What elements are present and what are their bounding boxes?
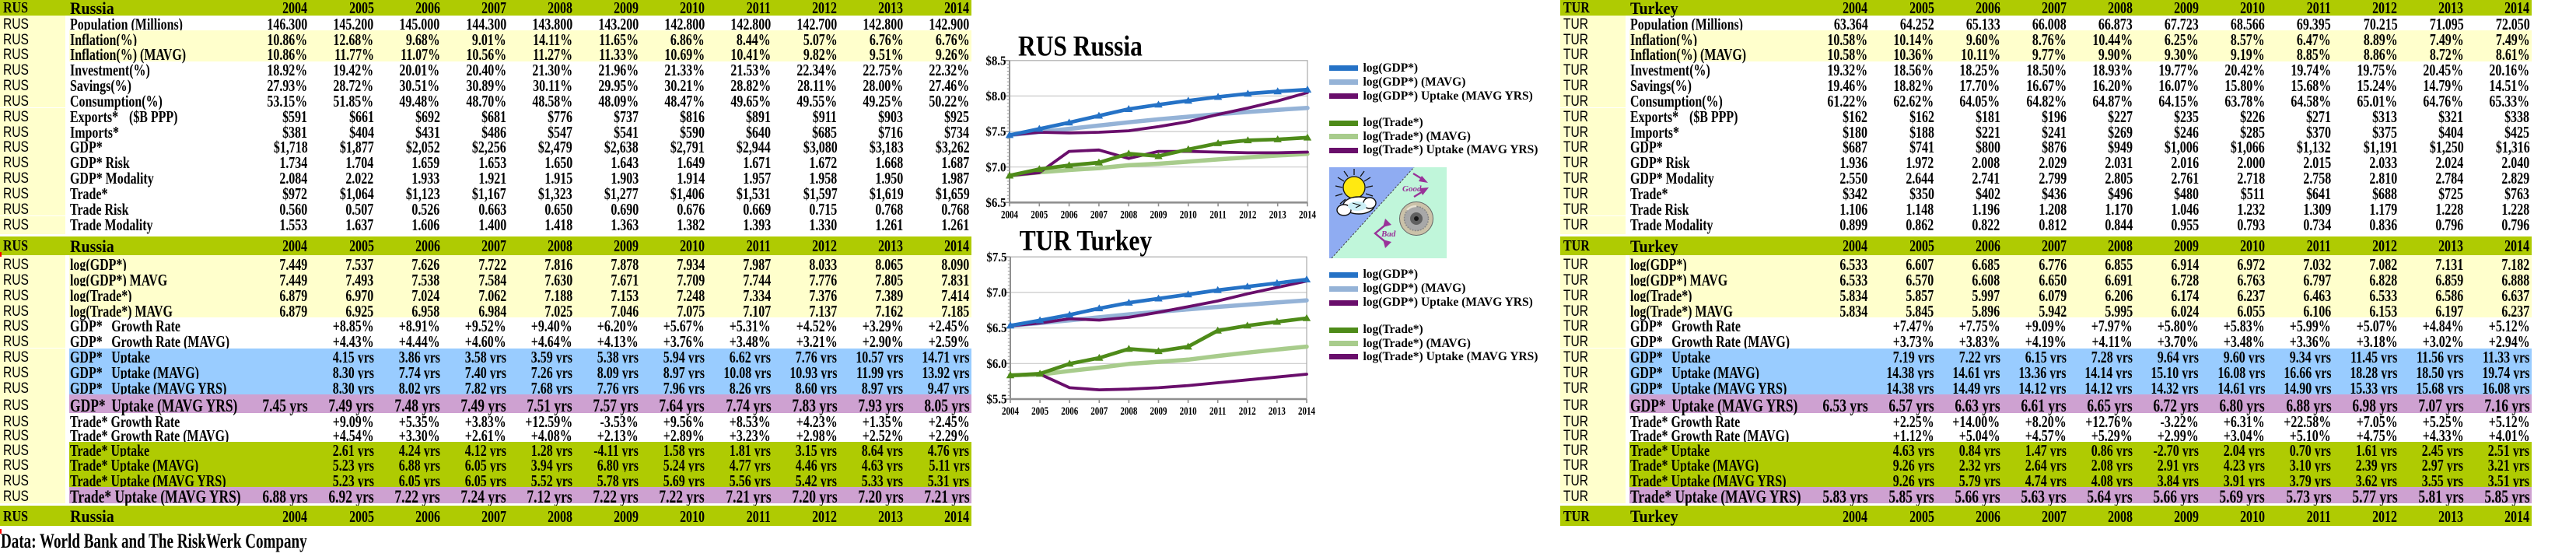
svg-text:$6.5: $6.5 bbox=[986, 321, 1006, 335]
svg-text:$5.5: $5.5 bbox=[986, 393, 1006, 407]
svg-text:Bad: Bad bbox=[1381, 229, 1396, 239]
svg-text:$6.5: $6.5 bbox=[985, 196, 1006, 210]
svg-text:2005: 2005 bbox=[1031, 405, 1048, 418]
svg-text:2010: 2010 bbox=[1180, 208, 1197, 221]
svg-text:2005: 2005 bbox=[1031, 208, 1048, 221]
svg-text:2004: 2004 bbox=[1002, 405, 1019, 418]
svg-text:$7.5: $7.5 bbox=[985, 125, 1006, 139]
svg-text:2010: 2010 bbox=[1180, 405, 1197, 418]
svg-text:2012: 2012 bbox=[1239, 405, 1256, 418]
svg-text:2013: 2013 bbox=[1269, 208, 1286, 221]
svg-text:2007: 2007 bbox=[1090, 405, 1108, 418]
svg-text:$8.0: $8.0 bbox=[985, 89, 1006, 103]
svg-text:2008: 2008 bbox=[1120, 405, 1137, 418]
svg-text:2014: 2014 bbox=[1299, 208, 1316, 221]
svg-text:2009: 2009 bbox=[1150, 405, 1167, 418]
svg-text:2014: 2014 bbox=[1298, 405, 1315, 418]
svg-text:$8.5: $8.5 bbox=[985, 54, 1006, 68]
svg-text:$7.0: $7.0 bbox=[986, 286, 1006, 300]
svg-text:Good: Good bbox=[1402, 184, 1422, 194]
svg-text:2012: 2012 bbox=[1239, 208, 1256, 221]
svg-text:2013: 2013 bbox=[1269, 405, 1286, 418]
svg-text:2011: 2011 bbox=[1209, 405, 1226, 418]
svg-text:2011: 2011 bbox=[1209, 208, 1226, 221]
svg-text:2004: 2004 bbox=[1001, 208, 1018, 221]
svg-text:2006: 2006 bbox=[1061, 208, 1078, 221]
svg-text:$7.0: $7.0 bbox=[985, 160, 1006, 174]
svg-text:2008: 2008 bbox=[1120, 208, 1137, 221]
svg-text:RUS Russia: RUS Russia bbox=[1018, 30, 1143, 62]
svg-text:TUR Turkey: TUR Turkey bbox=[1020, 225, 1152, 257]
svg-text:2007: 2007 bbox=[1090, 208, 1108, 221]
svg-text:$6.0: $6.0 bbox=[986, 357, 1006, 371]
svg-text:2009: 2009 bbox=[1150, 208, 1167, 221]
svg-text:2006: 2006 bbox=[1061, 405, 1078, 418]
svg-text:$7.5: $7.5 bbox=[986, 250, 1006, 264]
